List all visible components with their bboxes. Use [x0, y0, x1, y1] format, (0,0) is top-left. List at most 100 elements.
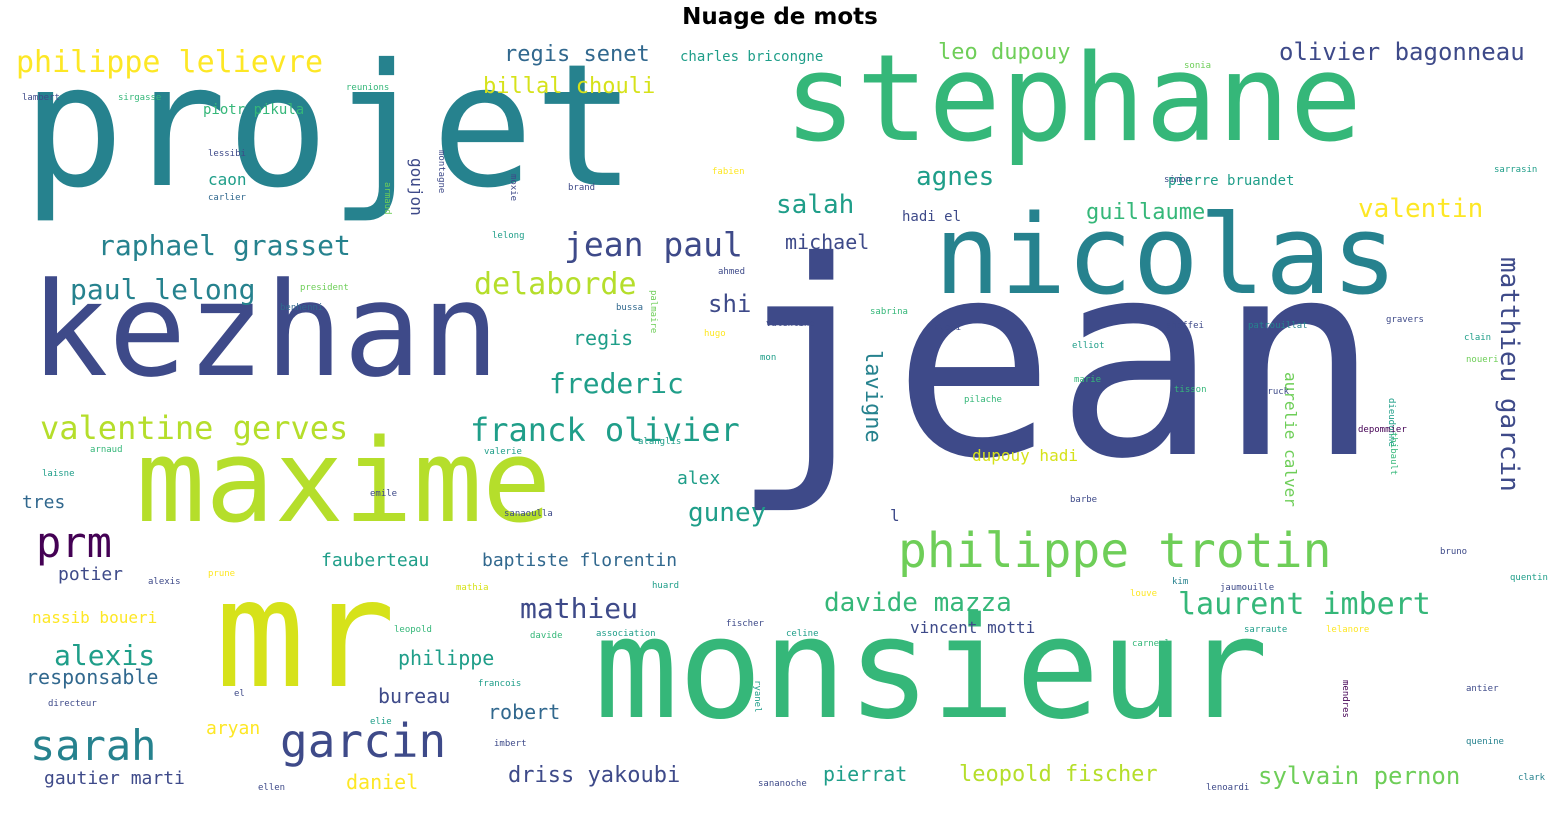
cloud-word: guillaume — [1086, 200, 1206, 225]
cloud-word: patrouillat — [1248, 321, 1308, 331]
cloud-word: armaud — [382, 182, 392, 215]
cloud-word: monsieur — [594, 588, 1269, 751]
cloud-word: pilache — [964, 395, 1002, 405]
cloud-word: philippe — [398, 646, 495, 670]
cloud-word: depommier — [1358, 425, 1407, 435]
cloud-word: philippe trotin — [898, 523, 1332, 579]
cloud-word: jaumouille — [1220, 583, 1275, 593]
cloud-word: shi — [708, 290, 752, 318]
cloud-word: stephane — [784, 40, 1362, 169]
cloud-word: lelanore — [1326, 625, 1370, 635]
cloud-word: salah — [776, 190, 855, 220]
cloud-word: reunions — [346, 83, 390, 93]
cloud-word: sonia — [1184, 61, 1212, 71]
cloud-word: alexis — [148, 577, 181, 587]
cloud-word: franck olivier — [470, 411, 740, 449]
cloud-word: hadi el — [902, 209, 962, 225]
cloud-word: tisson — [1174, 385, 1207, 395]
cloud-word: directeur — [48, 699, 97, 709]
cloud-word: leopold — [394, 625, 432, 635]
cloud-word: palmaire — [648, 290, 658, 334]
cloud-word: projet — [22, 40, 637, 226]
cloud-word: valentin — [1358, 194, 1484, 224]
cloud-word: fabien — [712, 167, 745, 177]
cloud-word: prm — [36, 518, 112, 567]
cloud-word: prune — [208, 569, 236, 579]
cloud-word: frederic — [549, 367, 684, 400]
cloud-word: garcin — [280, 714, 447, 768]
word-cloud: jean projet monsieur stephane kezhan nicolas m… — [8, 40, 1552, 812]
cloud-word: gravers — [1386, 315, 1424, 325]
cloud-word: lavigne — [860, 350, 885, 443]
cloud-word: montagne — [436, 150, 446, 194]
cloud-word: paul lelong — [70, 273, 256, 306]
cloud-word: marie — [1074, 375, 1102, 385]
cloud-word: sarraute — [1244, 625, 1288, 635]
cloud-word: pierrat — [823, 762, 908, 786]
cloud-word: sananoche — [758, 779, 807, 789]
cloud-word: barbe — [1070, 495, 1098, 505]
cloud-word: alex — [677, 468, 721, 489]
cloud-word: francois — [478, 679, 522, 689]
cloud-word: moxie — [508, 174, 518, 202]
cloud-word: huard — [652, 581, 680, 591]
cloud-word: aryan — [206, 718, 261, 739]
cloud-word: hugo — [704, 329, 726, 339]
cloud-word: lambert — [22, 93, 60, 103]
cloud-word: bussa — [616, 303, 644, 313]
cloud-word: elie — [370, 717, 392, 727]
cloud-word: sylvain pernon — [1258, 762, 1461, 790]
cloud-word: antier — [1466, 684, 1499, 694]
cloud-word: driss yakoubi — [508, 763, 681, 788]
cloud-word: avoni — [934, 323, 962, 333]
cloud-word: bruck — [1262, 387, 1290, 397]
cloud-word: lelong — [492, 231, 525, 241]
cloud-word: ryanel — [752, 680, 762, 713]
cloud-word: dupouy hadi — [972, 446, 1078, 465]
chart-title: Nuage de mots — [682, 4, 878, 30]
cloud-word: shaffei — [1166, 321, 1204, 331]
cloud-word: noueri — [1466, 355, 1499, 365]
cloud-word: sanaoulla — [504, 509, 553, 519]
cloud-word: pierre bruandet — [1168, 173, 1295, 189]
cloud-word: kezhan — [30, 254, 500, 406]
cloud-word: louve — [1130, 589, 1158, 599]
cloud-word: agnes — [916, 162, 995, 192]
cloud-word: potier — [58, 564, 124, 585]
cloud-word: nicolas — [934, 191, 1398, 319]
cloud-word: goujon — [407, 158, 426, 216]
cloud-word: sabrina — [870, 307, 908, 317]
cloud-word: brand — [568, 183, 596, 193]
cloud-word: valerie — [484, 447, 522, 457]
cloud-word: vincent motti — [910, 618, 1036, 637]
cloud-word: carneel — [1132, 639, 1170, 649]
cloud-word: charles bricongne — [680, 49, 824, 65]
cloud-word: laurent imbert — [1178, 587, 1431, 622]
cloud-word: caon — [208, 170, 247, 189]
cloud-word: mon — [760, 353, 777, 363]
cloud-word: regis senet — [504, 42, 650, 67]
cloud-word: raphael grasset — [98, 229, 351, 262]
cloud-word: davide mazza — [824, 588, 1012, 618]
cloud-word: laisne — [42, 469, 75, 479]
cloud-word: mendres — [1340, 680, 1350, 718]
cloud-word: bruno — [1440, 547, 1468, 557]
cloud-word: clain — [1464, 333, 1492, 343]
cloud-word: mr — [215, 548, 396, 722]
cloud-word: jean — [730, 203, 1381, 518]
cloud-word: l — [890, 506, 900, 525]
cloud-word: leo dupouy — [938, 40, 1071, 65]
cloud-word: philippe lelievre — [16, 45, 324, 80]
cloud-word: jean paul — [564, 225, 743, 264]
cloud-word: lessibi — [208, 149, 246, 159]
cloud-word: quentin — [1510, 573, 1548, 583]
cloud-word: alanglis — [638, 437, 682, 447]
cloud-word: mathia — [456, 583, 489, 593]
cloud-word: regis — [573, 326, 634, 350]
cloud-word: bureau — [378, 684, 451, 708]
cloud-word: leopold fischer — [959, 762, 1158, 787]
cloud-word: emile — [370, 489, 398, 499]
cloud-word: baptiste florentin — [482, 550, 678, 571]
cloud-word: celine — [786, 629, 819, 639]
cloud-word: elliot — [1072, 341, 1105, 351]
